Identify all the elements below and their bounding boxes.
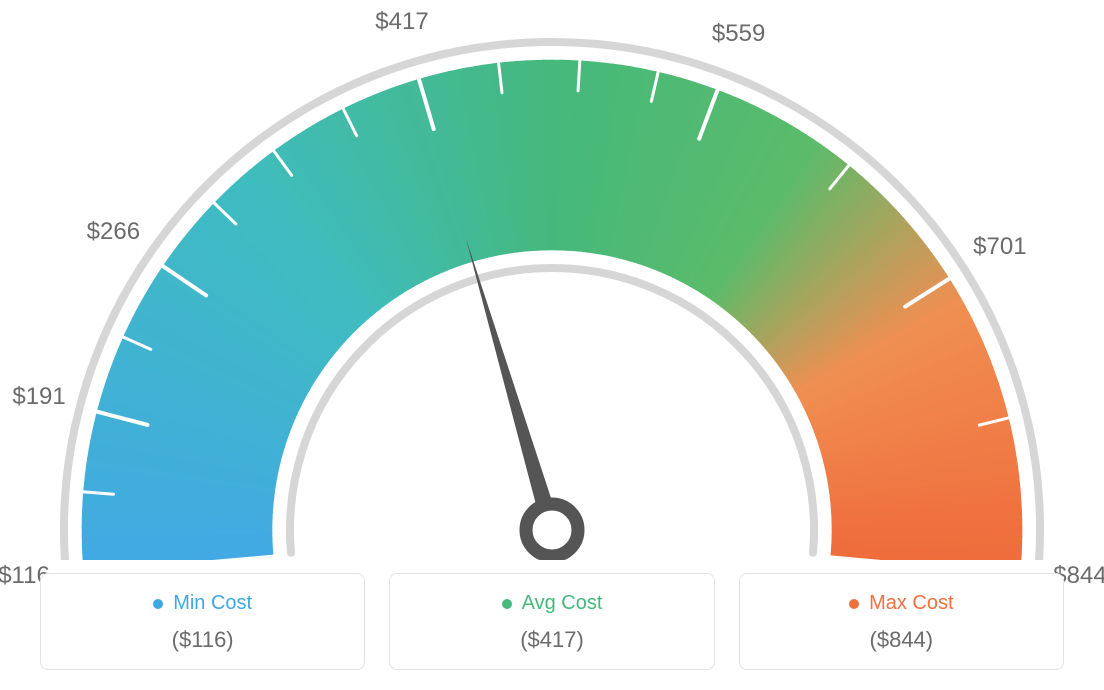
gauge-tick-label: $191	[12, 383, 65, 411]
gauge-tick-label: $417	[375, 8, 428, 36]
max-cost-dot	[849, 599, 859, 609]
max-cost-label: Max Cost	[869, 592, 953, 615]
min-cost-card: Min Cost ($116)	[40, 573, 365, 670]
min-cost-dot	[153, 599, 163, 609]
gauge-needle-hub	[526, 504, 578, 556]
gauge-tick-label: $701	[973, 233, 1026, 261]
avg-cost-card: Avg Cost ($417)	[389, 573, 714, 670]
gauge-area: $116$191$266$417$559$701$844	[0, 0, 1104, 560]
min-cost-label: Min Cost	[173, 592, 252, 615]
gauge-tick-label: $266	[87, 218, 140, 246]
gauge-svg	[0, 0, 1104, 560]
max-cost-card: Max Cost ($844)	[739, 573, 1064, 670]
gauge-chart-container: $116$191$266$417$559$701$844 Min Cost ($…	[0, 0, 1104, 690]
gauge-tick-label: $559	[712, 20, 765, 48]
gauge-tick	[578, 61, 580, 91]
max-cost-title: Max Cost	[849, 592, 953, 615]
avg-cost-title: Avg Cost	[502, 592, 603, 615]
min-cost-title: Min Cost	[153, 592, 252, 615]
summary-cards: Min Cost ($116) Avg Cost ($417) Max Cost…	[40, 573, 1064, 670]
min-cost-value: ($116)	[51, 627, 354, 653]
gauge-needle	[466, 237, 561, 532]
avg-cost-value: ($417)	[400, 627, 703, 653]
avg-cost-label: Avg Cost	[522, 592, 603, 615]
max-cost-value: ($844)	[750, 627, 1053, 653]
avg-cost-dot	[502, 599, 512, 609]
